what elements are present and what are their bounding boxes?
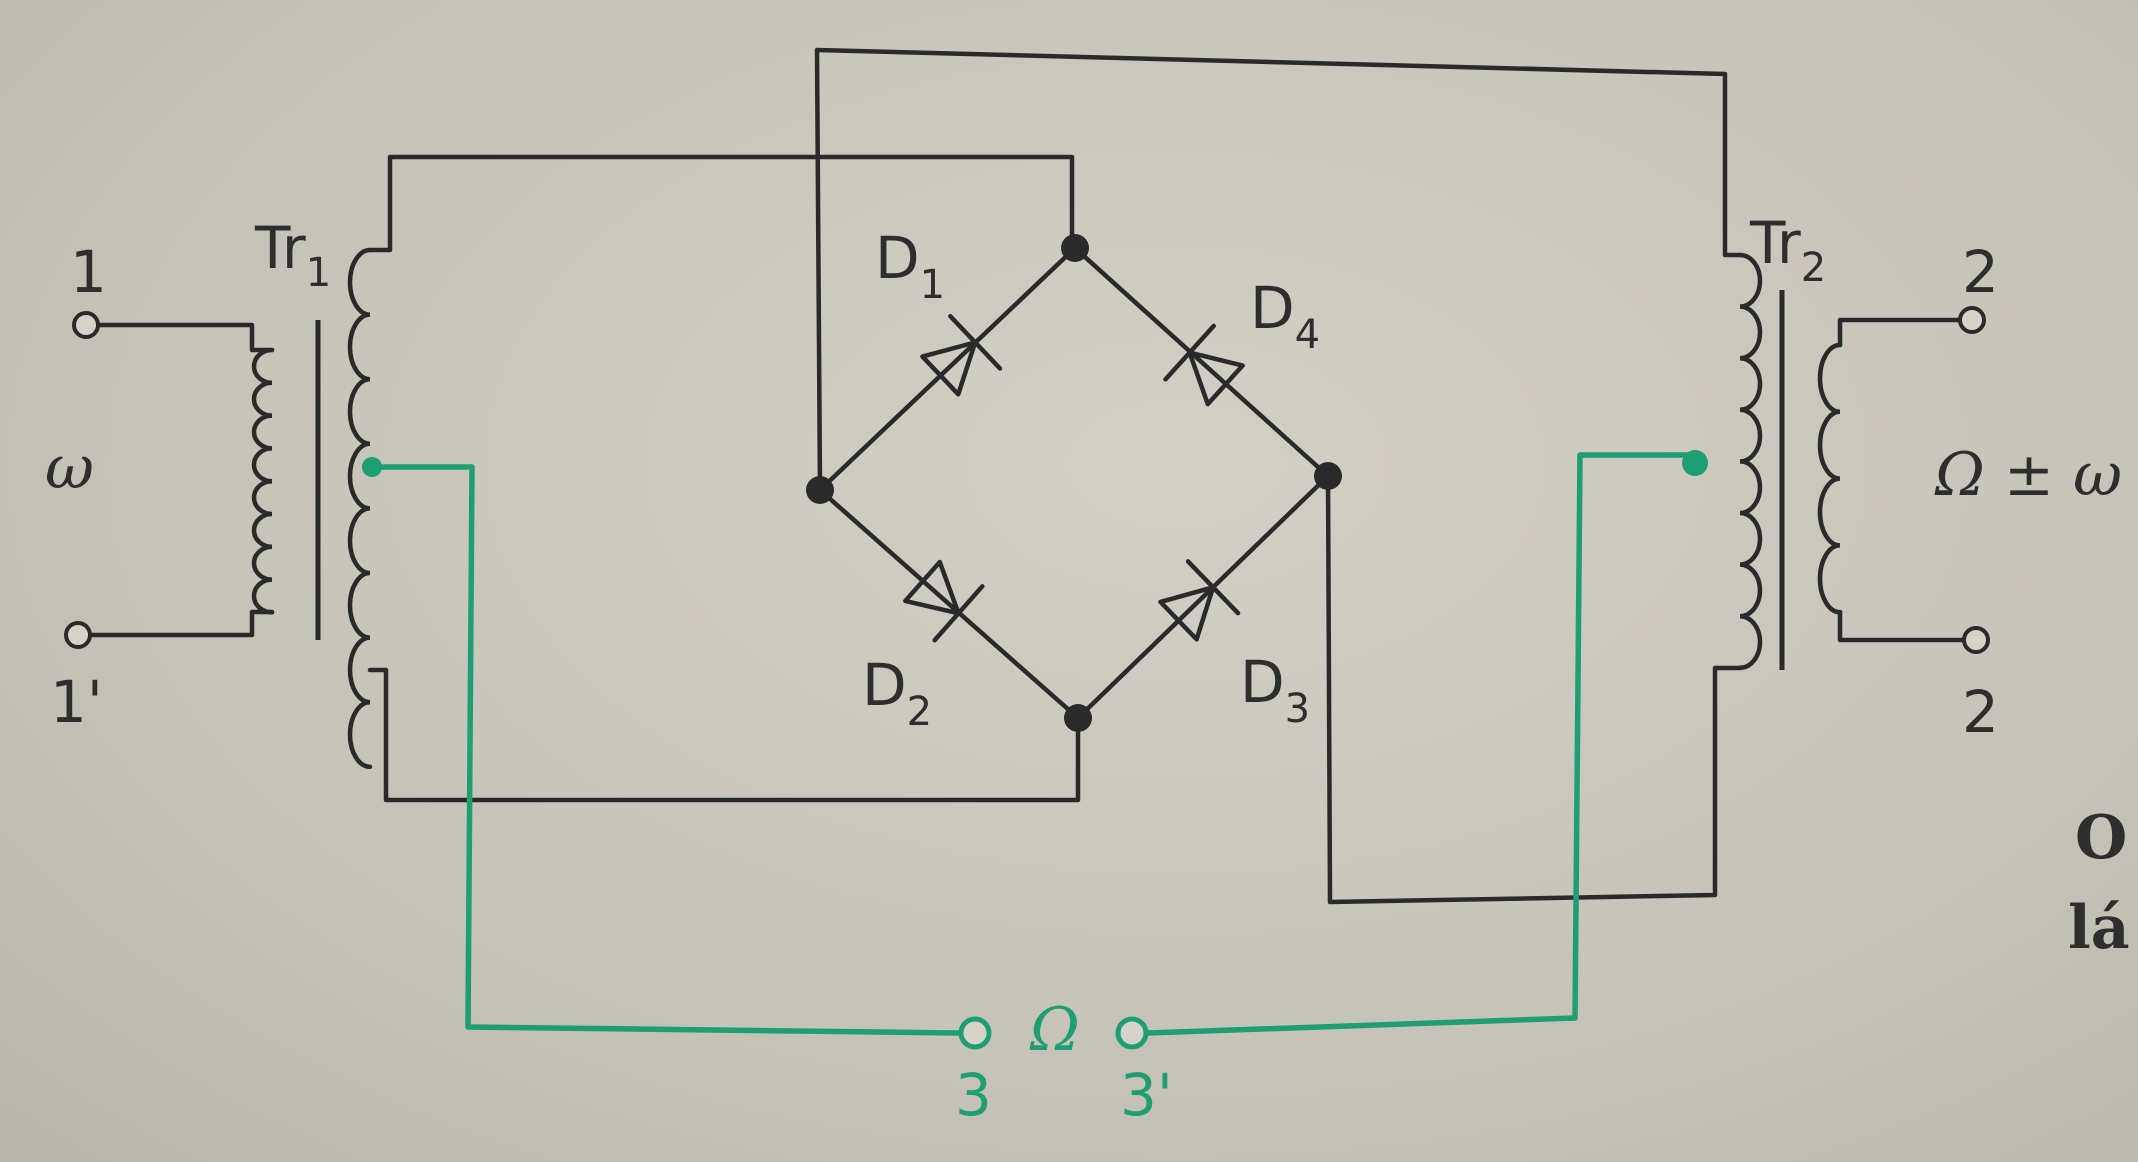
terminal-2-bottom[interactable] <box>1962 626 1990 654</box>
page-text-fragment-2: lá <box>2068 893 2130 963</box>
terminal-3-prime[interactable] <box>1115 1016 1149 1050</box>
wire-tr1-top-to-bridge-top <box>367 154 1075 253</box>
bridge-node-right <box>1314 462 1342 490</box>
diode-d3 <box>1158 559 1241 642</box>
carrier-wire-right <box>1145 452 1695 1036</box>
diode-d4-label: D4 <box>1250 274 1320 358</box>
terminal-2-top[interactable] <box>1958 306 1986 334</box>
bridge-edges <box>817 245 1331 721</box>
tr2-label: Tr2 <box>1749 209 1826 291</box>
wire-input-1-prime <box>83 609 275 638</box>
input-signal-label: ω <box>45 433 94 503</box>
tr2-secondary-coil <box>1737 252 1763 671</box>
tr2-output-coil <box>1817 342 1843 615</box>
bridge-node-left <box>806 476 834 504</box>
terminal-1-prime[interactable] <box>64 621 92 649</box>
terminal-3-prime-label: 3' <box>1120 1061 1173 1129</box>
wire-output-2 <box>1837 317 1975 348</box>
terminal-1[interactable] <box>72 311 100 339</box>
tr1-label: Tr1 <box>254 214 331 296</box>
carrier-wire-left <box>369 464 961 1036</box>
diode-d2-label: D2 <box>862 651 932 735</box>
wire-bridge-right-to-tr2-bottom <box>1325 473 1743 905</box>
wire-bridge-left-to-tr2-top <box>814 47 1743 493</box>
wire-output-2-bottom <box>1837 609 1975 643</box>
diode-d1-label: D1 <box>875 224 945 308</box>
transformer-tr2 <box>1737 252 1843 671</box>
tr1-secondary-coil <box>347 247 373 770</box>
terminal-1-prime-label: 1' <box>50 668 103 736</box>
tr1-center-tap <box>362 457 382 477</box>
wire-input-1 <box>83 322 275 353</box>
tr1-primary-coil <box>251 347 275 615</box>
bridge-node-top <box>1061 234 1089 262</box>
page-text-fragment-1: O <box>2075 803 2127 873</box>
diode-d4 <box>1163 323 1245 407</box>
carrier-signal-label: Ω <box>1029 995 1080 1065</box>
wire-tr1-bottom-to-bridge-bottom <box>367 667 1081 803</box>
transformer-tr1 <box>251 247 373 770</box>
terminal-1-label: 1 <box>70 238 107 306</box>
terminal-2-bottom-label: 2 <box>1962 678 1999 746</box>
terminal-3[interactable] <box>958 1016 992 1050</box>
diode-d3-label: D3 <box>1240 648 1310 732</box>
terminal-3-label: 3 <box>955 1061 992 1129</box>
diode-d2 <box>903 559 985 643</box>
diode-d1 <box>920 313 1003 397</box>
output-signal-label: Ω ± ω <box>1934 440 2122 510</box>
tr2-center-tap <box>1682 450 1708 476</box>
terminal-2-top-label: 2 <box>1962 238 1999 306</box>
bridge-node-bottom <box>1064 704 1092 732</box>
